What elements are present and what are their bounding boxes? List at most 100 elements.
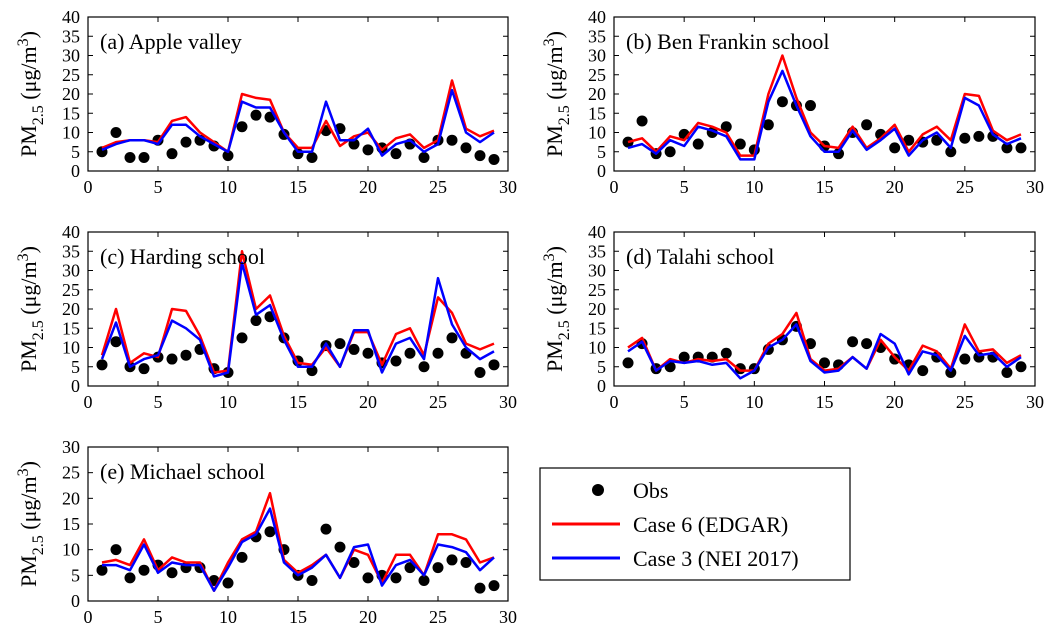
obs-marker	[636, 115, 648, 127]
y-axis-label-part: 2.5	[556, 105, 573, 125]
y-tick-label: 10	[588, 123, 606, 143]
y-tick-label: 15	[62, 103, 80, 123]
y-tick-label: 40	[62, 222, 80, 242]
y-axis-label-part: )	[542, 31, 567, 38]
x-tick-label: 10	[219, 607, 237, 627]
x-tick-label: 20	[359, 177, 377, 197]
y-tick-label: 5	[71, 142, 80, 162]
y-axis-label-part: PM	[16, 555, 41, 587]
obs-marker	[320, 523, 332, 535]
obs-marker	[418, 152, 430, 164]
obs-marker	[959, 132, 971, 144]
y-axis-label-part: PM	[542, 125, 567, 157]
x-tick-label: 20	[359, 607, 377, 627]
y-tick-label: 0	[71, 376, 80, 396]
panel-title: (c) Harding school	[100, 244, 265, 269]
obs-marker	[446, 332, 458, 344]
y-tick-label: 30	[588, 46, 606, 66]
obs-marker	[945, 146, 957, 158]
x-tick-label: 30	[1026, 177, 1044, 197]
series-line	[101, 79, 495, 154]
x-tick-label: 30	[1026, 392, 1044, 412]
x-tick-label: 15	[816, 177, 834, 197]
obs-marker	[460, 142, 472, 154]
obs-marker	[1001, 142, 1013, 154]
y-axis-label: PM2.5 (μg/m3)	[15, 461, 47, 587]
obs-marker	[446, 554, 458, 566]
panel-title: (a) Apple valley	[100, 29, 242, 54]
obs-marker	[110, 336, 122, 348]
y-axis-label-part: 2.5	[30, 535, 47, 555]
obs-marker	[96, 564, 108, 576]
obs-marker	[474, 582, 486, 594]
y-axis-label-part: 3	[15, 468, 32, 476]
y-axis-label-part: (μg/m	[542, 46, 567, 105]
obs-marker	[166, 148, 178, 160]
obs-marker	[138, 152, 150, 164]
x-tick-label: 0	[84, 392, 93, 412]
obs-marker	[180, 136, 192, 148]
obs-marker	[861, 338, 873, 350]
y-tick-label: 40	[588, 7, 606, 27]
y-axis-label-part: (μg/m	[16, 261, 41, 320]
obs-marker	[264, 526, 276, 538]
y-tick-label: 20	[62, 299, 80, 319]
y-tick-label: 30	[62, 261, 80, 281]
obs-marker	[889, 353, 901, 365]
y-axis-label-part: 3	[541, 38, 558, 46]
panel-title: (b) Ben Frankin school	[626, 29, 829, 54]
legend-label: Case 3 (NEI 2017)	[633, 546, 799, 571]
y-axis-label-part: )	[542, 246, 567, 253]
series-line	[627, 323, 1022, 380]
x-tick-label: 0	[610, 177, 619, 197]
y-tick-label: 0	[597, 376, 606, 396]
series-line	[101, 88, 495, 157]
y-axis-label-part: 2.5	[30, 320, 47, 340]
obs-marker	[488, 359, 500, 371]
obs-marker	[390, 148, 402, 160]
x-tick-label: 20	[359, 392, 377, 412]
y-tick-label: 5	[71, 357, 80, 377]
obs-marker	[222, 150, 234, 162]
y-axis-label-part: 3	[15, 38, 32, 46]
obs-marker	[917, 365, 929, 377]
obs-marker	[720, 121, 732, 133]
y-tick-label: 10	[588, 338, 606, 358]
obs-marker	[678, 351, 690, 363]
y-tick-label: 0	[71, 161, 80, 181]
obs-marker	[418, 574, 430, 586]
obs-marker	[418, 361, 430, 373]
obs-marker	[446, 134, 458, 146]
obs-marker	[166, 353, 178, 365]
x-tick-label: 5	[680, 177, 689, 197]
series-line	[627, 69, 1022, 161]
y-tick-label: 25	[588, 280, 606, 300]
y-tick-label: 25	[62, 280, 80, 300]
y-axis-label: PM2.5 (μg/m3)	[541, 246, 573, 372]
series-line	[627, 311, 1022, 372]
obs-marker	[110, 127, 122, 138]
obs-marker	[1001, 367, 1013, 379]
y-tick-label: 25	[62, 65, 80, 85]
y-axis-label: PM2.5 (μg/m3)	[15, 246, 47, 372]
obs-marker	[432, 347, 444, 359]
obs-marker	[622, 357, 634, 369]
axes-box	[613, 231, 1036, 387]
obs-marker	[348, 557, 360, 568]
series-line	[100, 261, 495, 378]
series-line	[101, 491, 495, 592]
obs-marker	[404, 347, 416, 359]
obs-marker	[474, 150, 486, 162]
obs-marker	[959, 353, 971, 365]
obs-marker	[124, 152, 136, 164]
x-tick-label: 25	[429, 177, 447, 197]
obs-marker	[1015, 142, 1027, 154]
y-axis-label-part: (μg/m	[542, 261, 567, 320]
obs-marker	[236, 121, 248, 133]
y-tick-label: 0	[597, 161, 606, 181]
y-tick-label: 20	[62, 488, 80, 508]
y-tick-label: 20	[588, 299, 606, 319]
series-line	[627, 54, 1022, 157]
obs-marker	[474, 367, 486, 379]
y-tick-label: 10	[62, 123, 80, 143]
